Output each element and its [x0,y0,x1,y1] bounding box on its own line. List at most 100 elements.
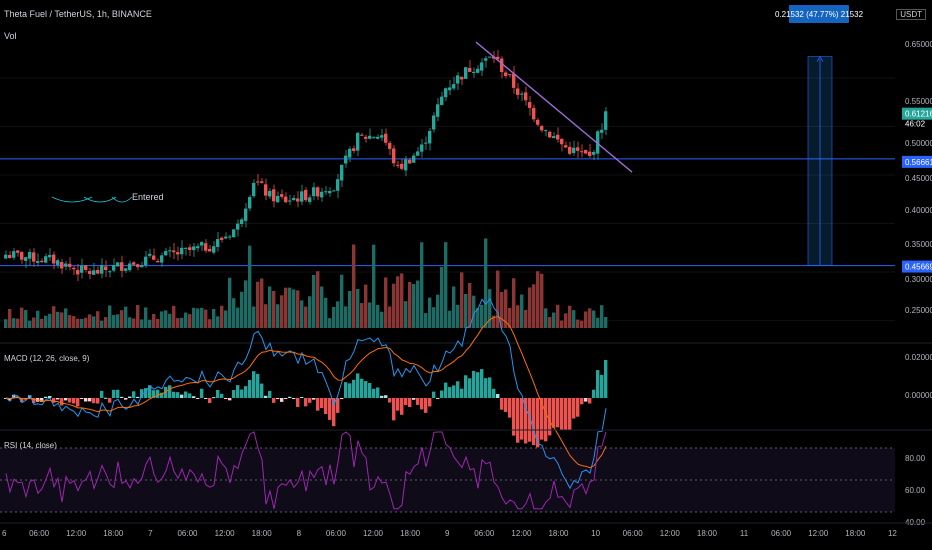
macd-histogram-bar [260,383,264,398]
macd-histogram-bar [384,395,388,398]
volume-bar [168,313,172,328]
symbol-title[interactable]: Theta Fuel / TetherUS, 1h, BINANCE [4,9,152,19]
candle-body [188,247,192,251]
candle-body [284,196,288,203]
candle-body [144,256,148,266]
candle-body [88,271,92,274]
candle-body [348,148,352,158]
candle-body [476,68,480,73]
time-tick: 06:00 [474,529,495,538]
macd-histogram-bar [160,392,164,398]
candle-body [316,187,320,197]
time-axis[interactable]: 6 06:00 12:00 18:00 7 06:00 12:00 18:00 8 06:00 12… [0,522,932,538]
rsi-indicator-label[interactable]: RSI (14, close) [4,441,57,450]
candle-body [504,72,508,76]
volume-bar [156,318,160,328]
candle-body [584,149,588,154]
volume-bar [484,238,488,328]
macd-histogram-bar [400,398,404,415]
candle-body [84,265,88,270]
macd-indicator-label[interactable]: MACD (12, 26, close, 9) [4,354,90,363]
macd-histogram-bar [168,385,172,398]
volume-bar [268,286,272,328]
volume-bar [220,305,224,328]
candle-body [164,251,168,256]
macd-histogram-bar [544,398,548,442]
macd-histogram-bar [304,398,308,407]
volume-bar [296,290,300,328]
volume-bar [528,287,532,328]
macd-histogram-bar [420,398,424,410]
candle-body [440,96,444,105]
candle-body [560,138,564,145]
horizontal-lines[interactable] [0,158,895,267]
candle-body [376,136,380,139]
time-tick: 12:00 [660,529,681,538]
candle-body [488,56,492,58]
volume-bar [588,308,592,328]
candle-body [132,262,136,265]
macd-histogram-bar [140,389,144,398]
macd-histogram-bar [536,398,540,448]
macd-histogram-bar [512,398,516,436]
macd-histogram-bar [480,369,484,398]
candle-body [80,265,84,273]
macd-histogram-bar [496,394,500,398]
volume-bar [124,306,128,328]
signal-line [5,316,607,469]
volume-bar [516,305,520,328]
price-range-measure[interactable]: 0.21532 (47.77%) 21532 [775,5,864,266]
volume-bar [332,306,336,328]
candle-body [136,264,140,268]
macd-histogram-bar [44,396,48,398]
volume-bar [492,315,496,328]
volume-bar [136,305,140,328]
macd-histogram-bar [324,398,328,415]
volume-bar [280,295,284,328]
volume-bar [44,315,48,328]
volume-bar [340,274,344,328]
price-tick: 0.25000 [905,306,932,315]
volume-bar [356,288,360,328]
macd-histogram-bar [404,398,408,406]
volume-bar [264,304,268,328]
macd-histogram-bar [4,398,8,399]
macd-histogram-bar [328,398,332,420]
volume-indicator-label[interactable]: Vol [4,31,17,41]
macd-pane [0,297,932,490]
volume-bar [444,242,448,328]
candle-body [128,263,132,271]
candle-body [500,58,504,73]
price-axis[interactable]: 0.65000 0.55000 0.50000 0.45000 0.40000 0.350… [902,40,932,527]
candle-body [344,155,348,164]
candle-body [100,265,104,274]
macd-histogram-bar [136,396,140,398]
macd-histogram-bar [192,396,196,398]
volume-bar [256,281,260,328]
candle-body [140,264,144,268]
volume-bar [180,317,184,328]
candle-body [388,142,392,149]
volume-bar [304,306,308,328]
volume-bar [360,303,364,328]
macd-histogram-bar [104,397,108,399]
trendline[interactable] [475,41,633,173]
candle-body [384,133,388,143]
macd-histogram-bar [248,379,252,398]
macd-histogram-bar [380,395,384,398]
volume-bar [308,296,312,328]
candle-body [268,190,272,197]
macd-histogram-bar [336,398,340,413]
currency-selector[interactable]: USDT [896,9,926,20]
macd-histogram-bar [600,374,604,398]
candle-body [20,252,24,260]
candle-body [36,261,40,263]
candle-body [28,252,32,259]
volume-bar [580,320,584,328]
volume-bar [48,313,52,328]
volume-bar [8,308,12,328]
volume-bar [108,305,112,328]
macd-histogram-bar [116,389,120,398]
time-tick: 06:00 [771,529,792,538]
